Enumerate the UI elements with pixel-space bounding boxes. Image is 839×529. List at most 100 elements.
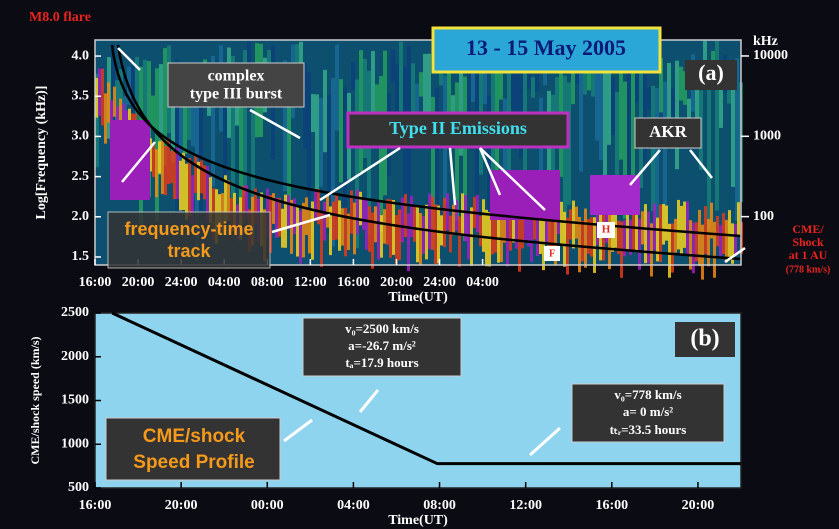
x-tick-label: 16:00 bbox=[79, 498, 112, 513]
track-curve bbox=[110, 44, 742, 238]
spectrogram-band bbox=[443, 198, 446, 248]
y-tick-label: 3.5 bbox=[72, 88, 90, 103]
annotation: Type II Emissions bbox=[389, 118, 527, 138]
spectrogram-streak bbox=[175, 59, 179, 223]
spectrogram-band bbox=[518, 213, 521, 272]
spectrogram-band bbox=[737, 202, 740, 237]
spectrogram-streak bbox=[731, 82, 735, 187]
spectrogram-streak bbox=[287, 78, 291, 206]
spectrogram-streak bbox=[579, 71, 583, 172]
spectrogram-streak bbox=[715, 40, 719, 211]
spectrogram-streak bbox=[183, 66, 187, 154]
spectrogram-streak bbox=[527, 69, 531, 90]
spectrogram-band bbox=[113, 86, 116, 117]
x-tick-label: 04:00 bbox=[208, 275, 241, 290]
annotation: (778 km/s) bbox=[786, 264, 831, 275]
x-tick-label: 08:00 bbox=[423, 498, 456, 513]
spectrogram-band bbox=[635, 211, 638, 253]
spectrogram-band bbox=[284, 194, 287, 248]
spectrogram-band bbox=[203, 165, 206, 200]
spectrogram-band bbox=[590, 217, 593, 257]
spectrogram-streak bbox=[707, 79, 711, 230]
spectrogram-band bbox=[332, 201, 335, 241]
spectrogram-band bbox=[299, 210, 302, 264]
spectrogram-band bbox=[551, 201, 554, 255]
spectrogram-streak bbox=[391, 49, 395, 83]
spectrogram-band bbox=[191, 175, 194, 225]
arrow bbox=[448, 147, 457, 206]
spectrogram-band bbox=[656, 217, 659, 262]
spectrogram-band bbox=[713, 221, 716, 278]
spectrogram-streak bbox=[179, 66, 183, 161]
spectrogram-band bbox=[101, 68, 104, 126]
spectrogram-band bbox=[374, 206, 377, 243]
spectrogram-streak bbox=[595, 58, 599, 141]
y-tick-label: 2.5 bbox=[72, 169, 90, 184]
spectrogram-streak bbox=[151, 95, 155, 128]
spectrogram-streak bbox=[435, 88, 439, 251]
spectrogram-band bbox=[158, 141, 161, 174]
spectrogram-band bbox=[335, 194, 338, 240]
spectrogram-band bbox=[179, 160, 182, 211]
spectrogram-streak bbox=[555, 76, 559, 144]
spectrogram-band bbox=[200, 160, 203, 194]
spectrogram-streak bbox=[619, 65, 623, 160]
purple-blob bbox=[490, 170, 560, 220]
spectrogram-streak bbox=[359, 50, 363, 172]
spectrogram-band bbox=[716, 216, 719, 247]
spectrogram-band bbox=[659, 204, 662, 263]
annotation: F bbox=[549, 248, 555, 259]
spectrogram-band bbox=[314, 189, 317, 221]
spectrogram-streak bbox=[163, 48, 167, 167]
spectrogram-streak bbox=[367, 70, 371, 235]
y-tick-label: 2500 bbox=[61, 305, 89, 320]
spectrogram-band bbox=[392, 199, 395, 255]
label-box bbox=[107, 211, 271, 269]
spectrogram-band bbox=[695, 222, 698, 262]
spectrogram-streak bbox=[695, 83, 699, 140]
spectrogram-band bbox=[512, 207, 515, 243]
spectrogram-band bbox=[668, 223, 671, 278]
spectrogram-streak bbox=[395, 64, 399, 122]
spectrogram-streak bbox=[455, 82, 459, 221]
spectrogram-streak bbox=[515, 54, 519, 121]
spectrogram-band bbox=[464, 195, 467, 242]
spectrogram-band bbox=[701, 224, 704, 280]
arrow bbox=[358, 389, 380, 413]
spectrogram-band bbox=[563, 211, 566, 267]
arrow bbox=[689, 149, 713, 179]
spectrogram-streak bbox=[539, 97, 543, 219]
label-box bbox=[105, 417, 281, 481]
arrow bbox=[478, 147, 502, 196]
spectrogram-band bbox=[356, 189, 359, 235]
annotation: tₜᵣ=33.5 hours bbox=[610, 422, 687, 437]
spectrogram-streak bbox=[583, 61, 587, 95]
spectrogram-band bbox=[419, 213, 422, 266]
spectrogram-band bbox=[428, 193, 431, 249]
spectrogram-band bbox=[293, 198, 296, 234]
label-box bbox=[346, 111, 570, 149]
spectrogram-band bbox=[689, 220, 692, 270]
y-axis-label: CME/shock speed (km/s) bbox=[28, 336, 42, 464]
spectrogram-band bbox=[455, 200, 458, 231]
x-tick-label: 20:00 bbox=[682, 498, 715, 513]
spectrogram-band bbox=[404, 194, 407, 237]
spectrogram-streak bbox=[355, 79, 359, 249]
spectrogram-band bbox=[365, 197, 368, 250]
y-tick-label: 2000 bbox=[61, 349, 89, 364]
arrow bbox=[629, 149, 661, 186]
annotation: CME/shock bbox=[143, 426, 246, 447]
spectrogram-band bbox=[704, 206, 707, 254]
spectrogram-streak bbox=[155, 68, 159, 221]
spectrogram-streak bbox=[663, 81, 667, 238]
spectrogram-band bbox=[287, 195, 290, 230]
x-tick-label: 20:00 bbox=[165, 498, 198, 513]
spectrogram-band bbox=[344, 207, 347, 257]
spectrogram-streak bbox=[667, 63, 671, 146]
spectrogram-band bbox=[164, 146, 167, 196]
spectrogram-streak bbox=[171, 80, 175, 163]
spectrogram-streak bbox=[343, 86, 347, 220]
spectrogram-streak bbox=[735, 58, 739, 221]
spectrogram-band bbox=[425, 204, 428, 260]
